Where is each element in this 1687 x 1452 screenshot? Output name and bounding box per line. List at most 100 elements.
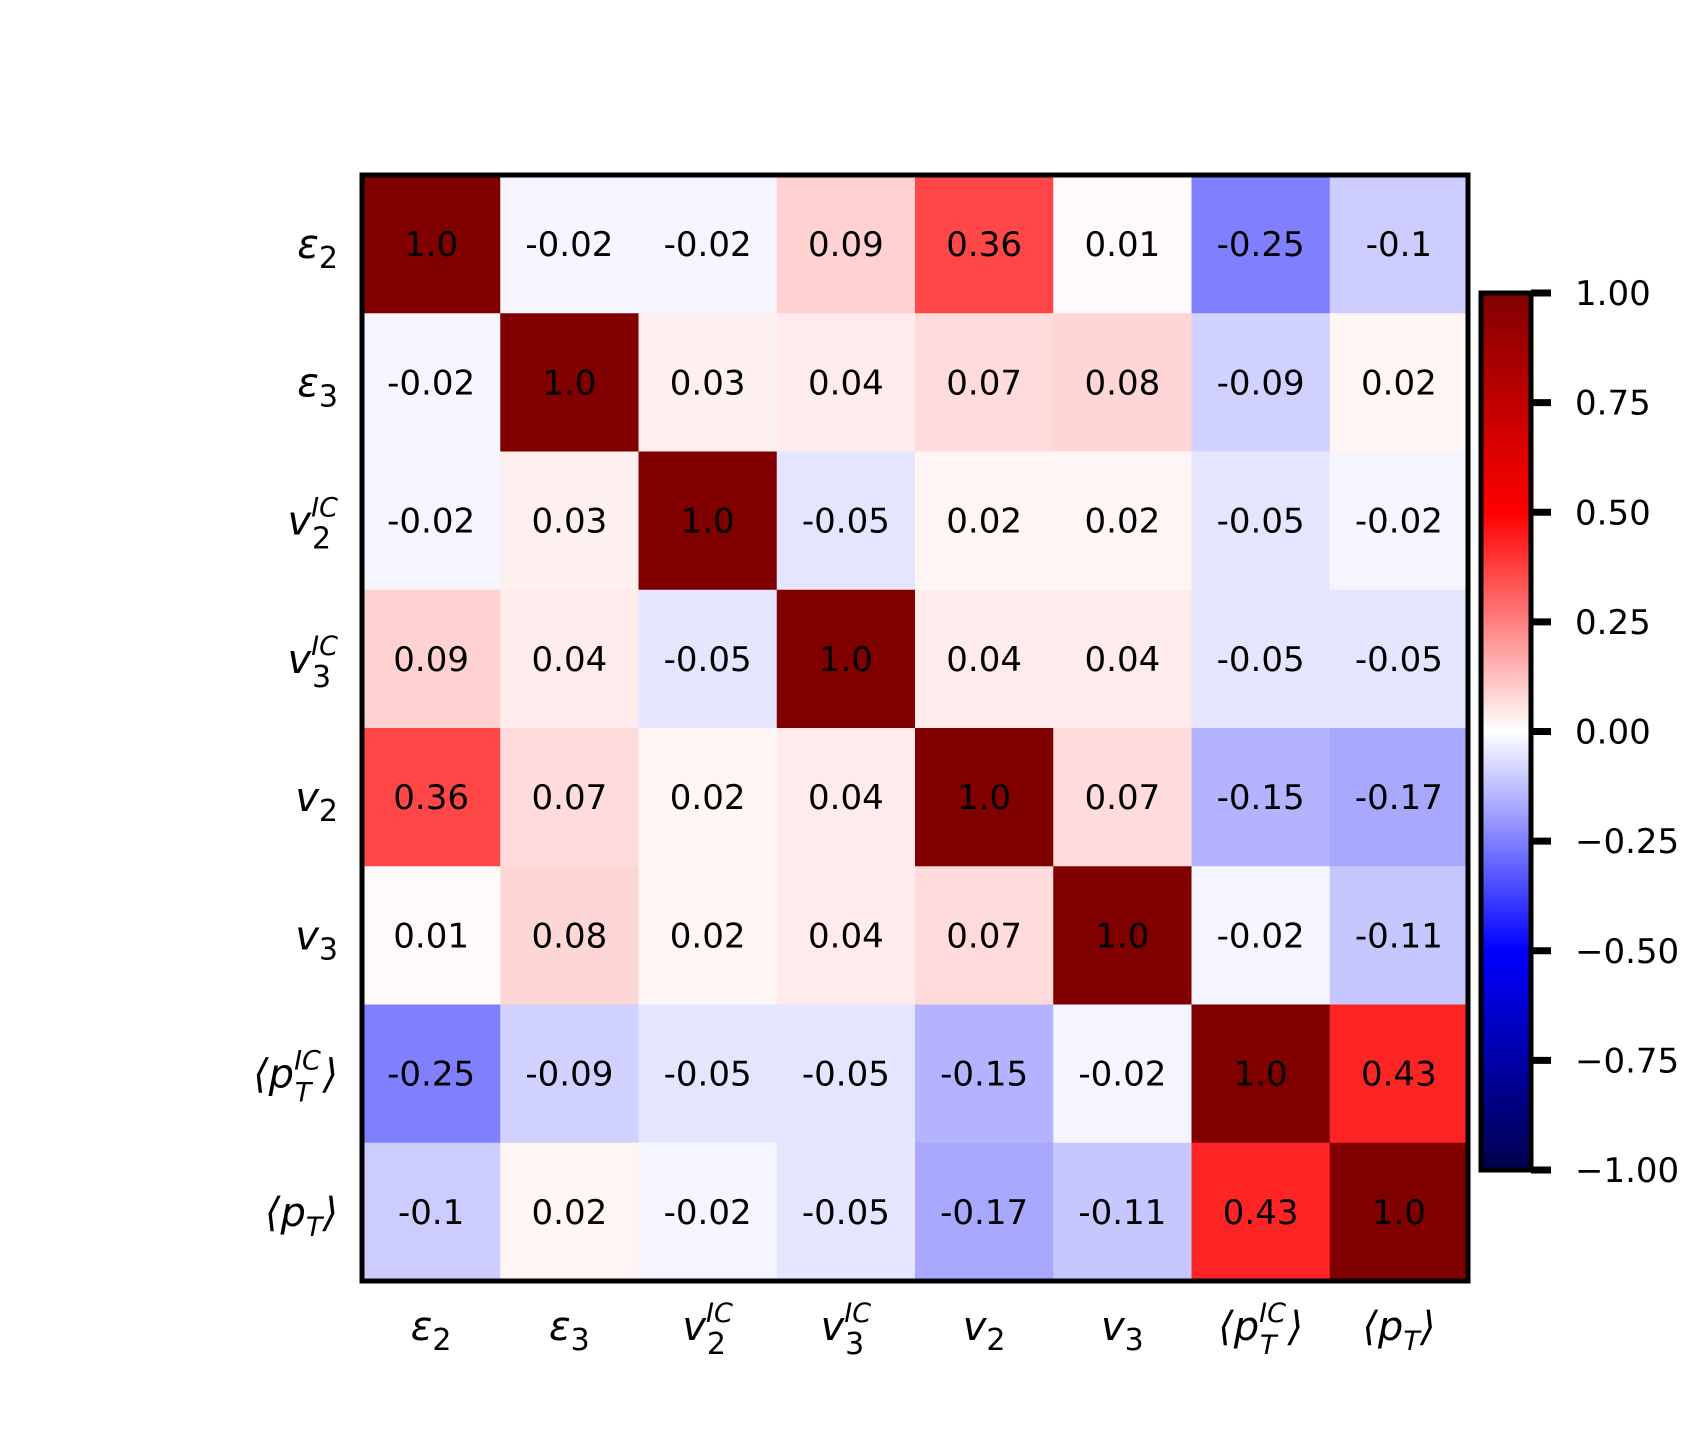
colorbar-tick-label: 1.00 xyxy=(1575,274,1651,314)
cell-annotation: -0.09 xyxy=(525,1055,613,1095)
y-tick-label: ⟨pT⟩ xyxy=(265,1190,338,1243)
cell-annotation: -0.11 xyxy=(1078,1193,1166,1233)
cell-annotation: 0.02 xyxy=(1085,502,1161,542)
y-tick-label: ε3 xyxy=(297,360,338,414)
cell-annotation: -0.05 xyxy=(664,640,752,680)
heatmap-cell xyxy=(1191,313,1331,452)
heatmap-cell xyxy=(362,589,501,729)
x-tick-label: v3 xyxy=(1101,1304,1144,1358)
cell-annotation: 0.02 xyxy=(670,778,746,818)
cell-annotation: -0.02 xyxy=(664,1193,752,1233)
heatmap-cell xyxy=(915,866,1054,1005)
heatmap-cell xyxy=(1191,175,1331,314)
heatmap-cell xyxy=(915,451,1054,591)
heatmap-cell xyxy=(1329,1142,1469,1282)
heatmap-cell xyxy=(638,728,778,867)
cell-annotation: -0.05 xyxy=(802,1193,890,1233)
y-tick-label: vIC 3 xyxy=(288,631,339,695)
heatmap-cell xyxy=(1329,313,1469,452)
cell-annotation: -0.02 xyxy=(525,225,613,265)
heatmap-cell xyxy=(776,451,916,591)
cell-annotation: -0.05 xyxy=(802,1055,890,1095)
cell-annotation: -0.15 xyxy=(1217,778,1305,818)
heatmap-cell xyxy=(776,728,916,867)
heatmap-cell xyxy=(638,1142,778,1282)
heatmap-cell xyxy=(1053,728,1192,867)
heatmap-cell xyxy=(1053,175,1192,314)
cell-annotation: 0.02 xyxy=(946,502,1022,542)
cell-annotation: 0.36 xyxy=(393,778,469,818)
heatmap-cell xyxy=(776,589,916,729)
cell-annotation: 0.04 xyxy=(808,363,884,403)
y-tick-label: vIC 2 xyxy=(288,493,339,557)
heatmap-cell xyxy=(915,1142,1054,1282)
x-tick-label: vIC 3 xyxy=(821,1298,872,1362)
heatmap-cell xyxy=(500,728,639,867)
cell-annotation: 0.36 xyxy=(946,225,1022,265)
colorbar-tick-label: −0.50 xyxy=(1575,932,1679,972)
cell-annotation: 1.0 xyxy=(542,363,596,403)
heatmap-cells xyxy=(362,175,1469,1282)
cell-annotation: 0.01 xyxy=(393,916,469,956)
cell-annotation: -0.02 xyxy=(664,225,752,265)
colorbar-tick-label: −0.75 xyxy=(1575,1041,1679,1081)
heatmap-cell xyxy=(362,1004,501,1144)
heatmap-cell xyxy=(1329,728,1469,867)
colorbar-tick-label: 0.00 xyxy=(1575,713,1651,753)
cell-annotation: 0.04 xyxy=(808,916,884,956)
y-axis-labels: ε2 ε3 vIC 2 vIC 3 v2 v3 ⟨pIC T ⟩ ⟨pT⟩ xyxy=(253,222,338,1243)
heatmap-cell xyxy=(915,1004,1054,1144)
heatmap-cell xyxy=(638,451,778,591)
cell-annotation: 1.0 xyxy=(957,778,1011,818)
cell-annotation: -0.09 xyxy=(1217,363,1305,403)
heatmap-cell xyxy=(776,175,916,314)
heatmap-cell xyxy=(1329,451,1469,591)
heatmap-cell xyxy=(1329,1004,1469,1144)
cell-annotation: -0.25 xyxy=(387,1055,475,1095)
cell-annotation: 1.0 xyxy=(681,502,735,542)
heatmap-cell xyxy=(1053,451,1192,591)
cell-annotation: 0.04 xyxy=(1085,640,1161,680)
cell-annotation: 0.09 xyxy=(393,640,469,680)
colorbar-tick-label: −0.25 xyxy=(1575,822,1679,862)
x-tick-label: ⟨pT⟩ xyxy=(1362,1304,1435,1357)
y-tick-label: v2 xyxy=(295,775,338,829)
cell-annotation: -0.05 xyxy=(1355,640,1443,680)
cell-annotation: 0.02 xyxy=(532,1193,608,1233)
heatmap-cell xyxy=(1329,175,1469,314)
heatmap-cell xyxy=(776,866,916,1005)
x-tick-label: ε3 xyxy=(549,1304,590,1358)
heatmap-cell xyxy=(362,451,501,591)
colorbar-ticks: 1.00 0.75 0.50 0.25 0.00 −0.25 −0.50 −0.75 −1.00 xyxy=(1531,274,1679,1191)
heatmap-cell xyxy=(1191,728,1331,867)
heatmap-cell xyxy=(1053,313,1192,452)
heatmap-cell xyxy=(1329,589,1469,729)
heatmap-cell xyxy=(500,451,639,591)
cell-annotation: 1.0 xyxy=(1372,1193,1426,1233)
cell-annotation: 0.07 xyxy=(946,363,1022,403)
cell-annotation: -0.1 xyxy=(398,1193,464,1233)
cell-annotation: -0.1 xyxy=(1366,225,1432,265)
heatmap-cell xyxy=(1053,866,1192,1005)
cell-annotation: -0.11 xyxy=(1355,916,1443,956)
x-axis-labels: ε2 ε3 vIC 2 vIC 3 v2 v3 ⟨pIC T ⟩ ⟨pT⟩ xyxy=(411,1298,1436,1362)
heatmap-cell xyxy=(500,1004,639,1144)
heatmap-cell xyxy=(362,175,501,314)
heatmap-cell xyxy=(915,313,1054,452)
cell-annotation: 0.07 xyxy=(1085,778,1161,818)
cell-annotation: -0.02 xyxy=(1355,502,1443,542)
cell-annotation: 0.04 xyxy=(808,778,884,818)
x-tick-label: ⟨pIC T ⟩ xyxy=(1218,1298,1303,1361)
y-tick-label: v3 xyxy=(295,913,338,967)
cell-annotation: 0.07 xyxy=(946,916,1022,956)
heatmap-cell xyxy=(915,589,1054,729)
cell-annotations: 1.0 -0.02 -0.02 0.09 0.36 0.01 -0.25 -0.1 -0.02 1… xyxy=(387,225,1443,1233)
cell-annotation: -0.02 xyxy=(387,363,475,403)
heatmap-cell xyxy=(638,589,778,729)
cell-annotation: 0.03 xyxy=(532,502,608,542)
heatmap-cell xyxy=(500,589,639,729)
heatmap-cell xyxy=(638,175,778,314)
heatmap-cell xyxy=(638,1004,778,1144)
heatmap-frame xyxy=(359,172,1471,1284)
